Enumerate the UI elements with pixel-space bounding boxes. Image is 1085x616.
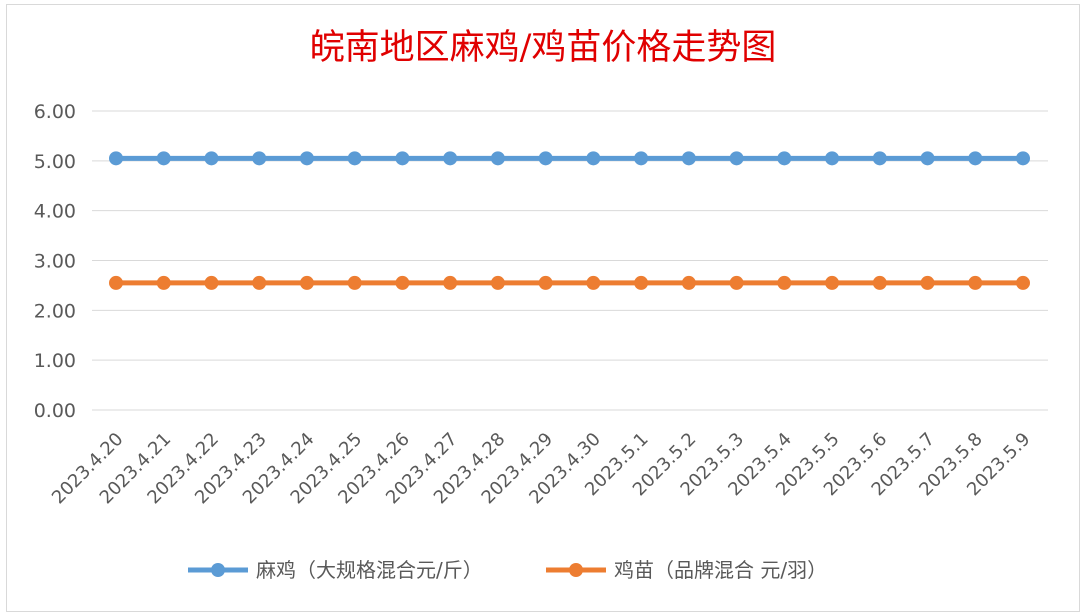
- data-point: [634, 275, 649, 290]
- data-point: [347, 151, 362, 166]
- y-axis-ticks: 0.00 1.00 2.00 3.00 4.00 5.00 6.00: [34, 101, 76, 422]
- data-point: [872, 151, 887, 166]
- data-point: [538, 151, 553, 166]
- data-point: [109, 151, 123, 166]
- legend-item-1[interactable]: 麻鸡（大规格混合元/斤）: [188, 558, 483, 582]
- data-point: [204, 275, 219, 290]
- chart-frame: [6, 4, 1080, 612]
- y-tick-label: 6.00: [34, 101, 76, 123]
- y-tick-label: 5.00: [34, 151, 76, 173]
- legend-label: 鸡苗（品牌混合 元/羽）: [614, 558, 827, 582]
- data-point: [586, 151, 601, 166]
- data-point: [1016, 275, 1030, 290]
- data-point: [252, 275, 267, 290]
- data-point: [1016, 151, 1030, 166]
- data-point: [920, 275, 935, 290]
- data-point: [109, 275, 123, 290]
- series-2: [109, 275, 1030, 290]
- data-point: [777, 151, 792, 166]
- data-point: [872, 275, 887, 290]
- legend-label: 麻鸡（大规格混合元/斤）: [256, 558, 483, 582]
- legend-marker: [569, 563, 583, 577]
- data-point: [825, 275, 840, 290]
- data-point: [443, 275, 458, 290]
- data-point: [777, 275, 792, 290]
- legend: 麻鸡（大规格混合元/斤） 鸡苗（品牌混合 元/羽）: [188, 558, 827, 582]
- data-point: [252, 151, 267, 166]
- data-point: [299, 275, 314, 290]
- data-point: [490, 275, 505, 290]
- legend-marker: [211, 563, 225, 577]
- data-point: [681, 275, 696, 290]
- data-point: [395, 151, 410, 166]
- data-point: [968, 151, 983, 166]
- data-point: [204, 151, 219, 166]
- chart-title: 皖南地区麻鸡/鸡苗价格走势图: [310, 28, 777, 68]
- y-tick-label: 4.00: [34, 201, 76, 223]
- data-point: [729, 151, 744, 166]
- y-tick-label: 0.00: [34, 400, 76, 422]
- series-1: [109, 151, 1030, 166]
- series-lines: [109, 151, 1030, 290]
- data-point: [825, 151, 840, 166]
- data-point: [299, 151, 314, 166]
- data-point: [920, 151, 935, 166]
- data-point: [538, 275, 553, 290]
- data-point: [490, 151, 505, 166]
- data-point: [395, 275, 410, 290]
- data-point: [681, 151, 696, 166]
- data-point: [347, 275, 362, 290]
- x-axis-ticks: 2023.4.202023.4.212023.4.222023.4.232023…: [48, 429, 1035, 509]
- y-tick-label: 2.00: [34, 300, 76, 322]
- data-point: [586, 275, 601, 290]
- y-tick-label: 3.00: [34, 251, 76, 273]
- legend-item-2[interactable]: 鸡苗（品牌混合 元/羽）: [546, 558, 827, 582]
- y-tick-label: 1.00: [34, 350, 76, 372]
- data-point: [443, 151, 458, 166]
- data-point: [968, 275, 983, 290]
- data-point: [634, 151, 649, 166]
- data-point: [156, 275, 171, 290]
- data-point: [729, 275, 744, 290]
- data-point: [156, 151, 171, 166]
